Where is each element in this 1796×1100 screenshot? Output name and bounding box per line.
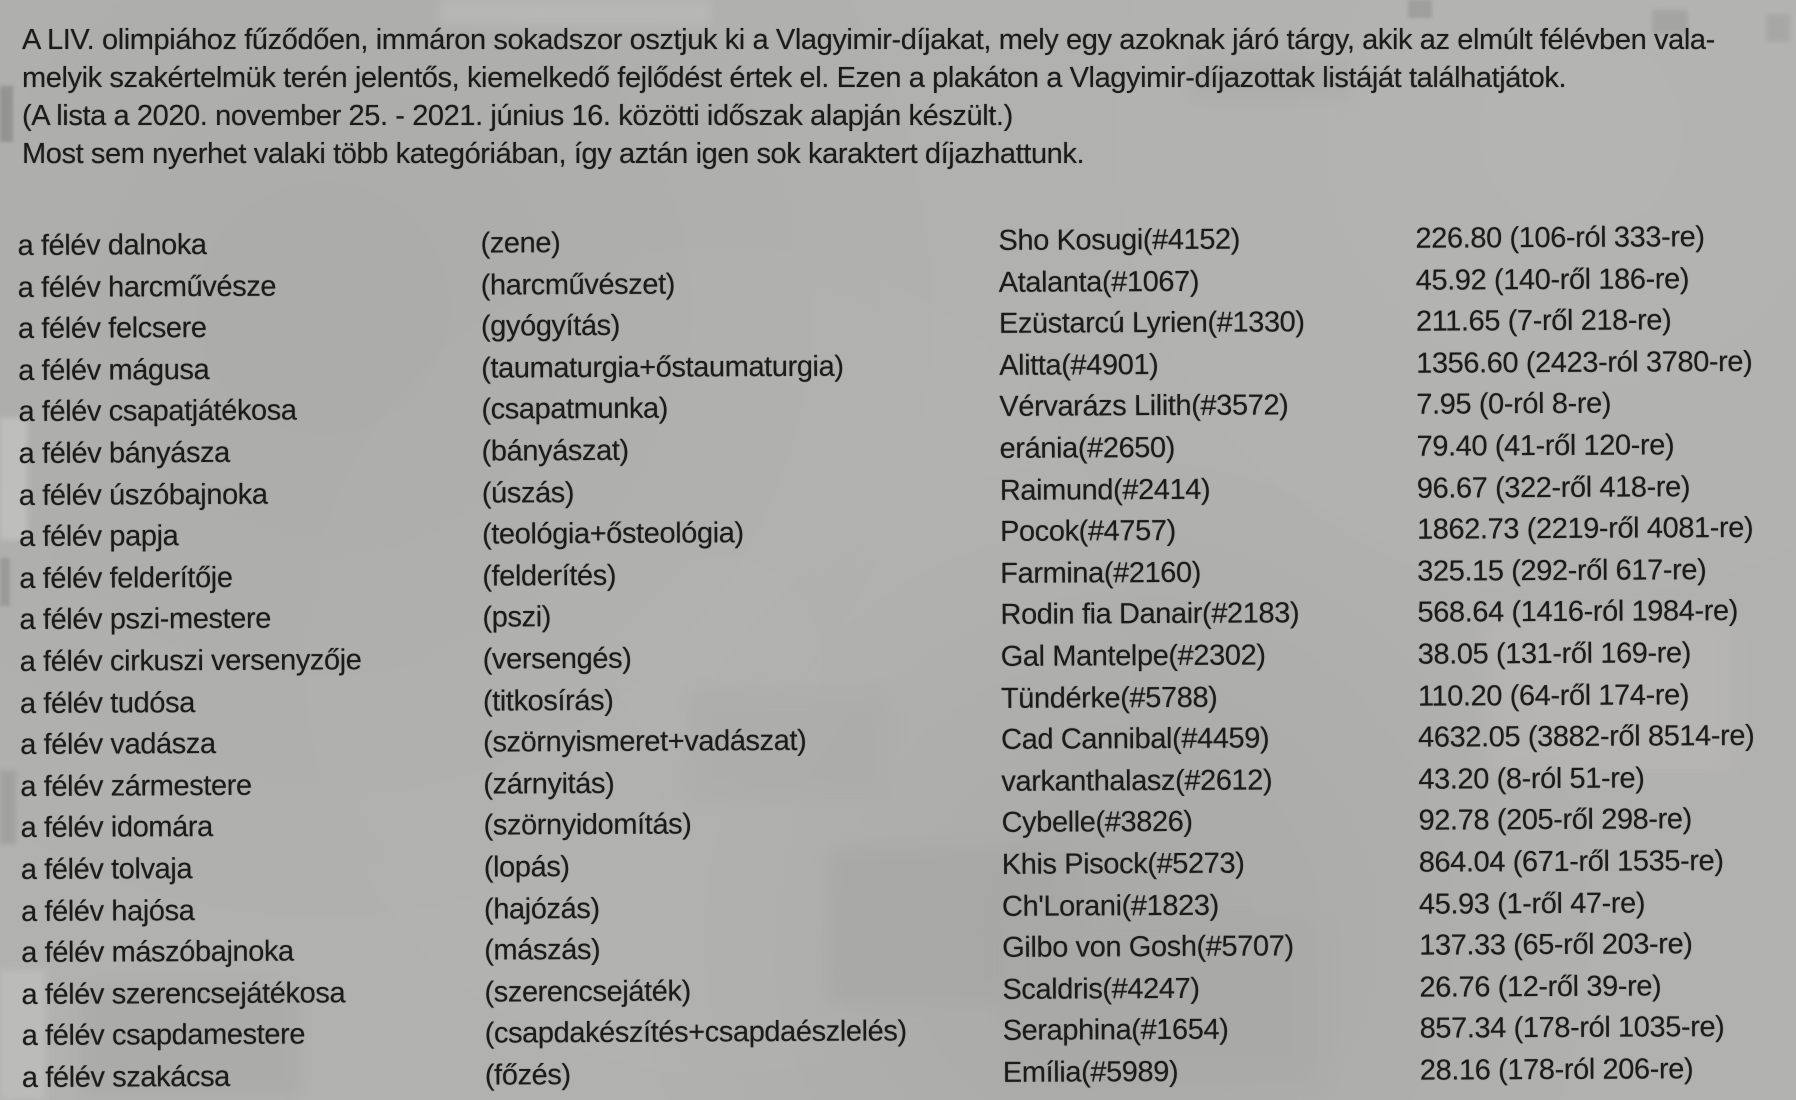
award-title: a félév vadásza: [20, 728, 216, 762]
award-score: 864.04 (671-ről 1535-re): [1418, 844, 1724, 879]
award-score: 45.92 (140-ről 186-re): [1415, 262, 1690, 297]
award-winner: Gilbo von Gosh(#5707): [1002, 930, 1294, 964]
award-title: a félév harcművésze: [17, 270, 277, 304]
scan-artifact: [0, 86, 13, 142]
awards-table: a félév dalnoka (zene) Sho Kosugi(#4152)…: [17, 217, 1784, 1100]
award-winner: Emília(#5989): [1002, 1055, 1179, 1089]
award-title: a félév papja: [18, 520, 179, 554]
award-winner: Raimund(#2414): [999, 473, 1211, 507]
award-score: 43.20 (8-ról 51-re): [1418, 762, 1645, 796]
award-category: (csapdakészítés+csapdaészlelés): [484, 1015, 907, 1050]
award-title: a félév idomára: [20, 811, 213, 845]
award-title: a félév úszóbajnoka: [18, 478, 268, 512]
scan-artifact: [0, 770, 16, 844]
award-winner: Alitta(#4901): [999, 348, 1159, 382]
award-category: (hajózás): [483, 892, 600, 926]
award-title: a félév bányásza: [18, 436, 230, 470]
award-title: a félév tudósa: [19, 686, 195, 720]
award-category: (gyógyítás): [480, 310, 621, 343]
award-title: a félév zármestere: [20, 769, 252, 803]
award-title: a félév hajósa: [20, 894, 195, 928]
award-score: 96.67 (322-ről 418-re): [1416, 470, 1691, 505]
award-winner: Cybelle(#3826): [1001, 806, 1193, 840]
award-category: (szörnyidomítás): [483, 808, 692, 842]
award-score: 45.93 (1-ről 47-re): [1418, 886, 1646, 921]
award-score: 211.65 (7-ről 218-re): [1415, 304, 1672, 338]
intro-line-1: A LIV. olimpiához fűződően, immáron soka…: [22, 24, 1715, 56]
award-category: (mászás): [484, 934, 601, 967]
intro-line-4: Most sem nyerhet valaki több kategóriába…: [22, 138, 1085, 170]
award-title: a félév pszi-mestere: [19, 603, 272, 637]
award-winner: Cad Cannibal(#4459): [1001, 722, 1270, 756]
award-score: 137.33 (65-ről 203-re): [1419, 928, 1693, 962]
award-winner: Sho Kosugi(#4152): [998, 223, 1241, 257]
scan-artifact: [1766, 14, 1790, 42]
award-score: 79.40 (41-ről 120-re): [1416, 429, 1675, 463]
award-title: a félév mágusa: [18, 353, 210, 387]
award-winner: Tündérke(#5788): [1000, 681, 1218, 715]
award-score: 857.34 (178-ról 1035-re): [1419, 1011, 1725, 1045]
scan-artifact: [0, 558, 10, 606]
award-title: a félév csapdamestere: [21, 1018, 306, 1053]
award-category: (teológia+ősteológia): [481, 517, 744, 551]
intro-line-3: (A lista a 2020. november 25. - 2021. jú…: [22, 100, 1013, 132]
award-score: 1356.60 (2423-ról 3780-re): [1416, 345, 1753, 380]
award-winner: Ch'Lorani(#1823): [1001, 889, 1219, 923]
award-winner: Atalanta(#1067): [998, 265, 1200, 299]
award-title: a félév felderítője: [19, 561, 233, 595]
award-score: 226.80 (106-ról 333-re): [1415, 221, 1705, 255]
award-score: 38.05 (131-ről 169-re): [1417, 637, 1692, 671]
award-category: (zárnyitás): [483, 767, 615, 801]
award-category: (pszi): [482, 601, 552, 634]
award-category: (bányászat): [481, 434, 629, 468]
award-winner: Rodin fia Danair(#2183): [1000, 597, 1300, 632]
award-title: a félév csapatjátékosa: [18, 394, 297, 429]
award-category: (lopás): [483, 851, 570, 884]
award-score: 110.20 (64-ről 174-re): [1417, 678, 1690, 713]
award-category: (főzés): [484, 1059, 571, 1092]
award-score: 7.95 (0-ról 8-re): [1416, 388, 1612, 422]
intro-paragraph: A LIV. olimpiához fűződően, immáron soka…: [22, 21, 1715, 173]
award-category: (szerencsejáték): [484, 975, 691, 1009]
award-score: 1862.73 (2219-ről 4081-re): [1416, 512, 1754, 546]
award-category: (szörnyismeret+vadászat): [483, 725, 807, 759]
award-winner: varkanthalasz(#2612): [1001, 764, 1273, 798]
award-title: a félév mászóbajnoka: [21, 935, 294, 970]
award-category: (taumaturgia+őstaumaturgia): [481, 350, 844, 385]
intro-line-2: melyik szakértelmük terén jelentős, kiem…: [22, 62, 1567, 94]
award-winner: Gal Mantelpe(#2302): [1000, 639, 1266, 673]
award-winner: Pocok(#4757): [999, 515, 1176, 549]
award-title: a félév dalnoka: [17, 229, 207, 263]
award-title: a félév szakácsa: [21, 1060, 230, 1094]
scan-artifact: [1408, 0, 1432, 18]
award-winner: Ezüstarcú Lyrien(#1330): [998, 306, 1305, 341]
award-score: 26.76 (12-ről 39-re): [1419, 970, 1662, 1004]
award-category: (zene): [480, 227, 561, 260]
award-winner: Scaldris(#4247): [1002, 972, 1200, 1006]
award-winner: eránia(#2650): [999, 431, 1176, 465]
award-title: a félév tolvaja: [20, 853, 193, 886]
award-winner: Khis Pisock(#5273): [1001, 847, 1245, 881]
award-winner: Vérvarázs Lilith(#3572): [999, 389, 1289, 424]
award-title: a félév cirkuszi versenyzője: [19, 644, 362, 678]
award-title: a félév felcsere: [17, 312, 207, 346]
award-category: (csapatmunka): [481, 392, 669, 426]
award-score: 92.78 (205-ről 298-re): [1418, 803, 1692, 837]
award-winner: Seraphina(#1654): [1002, 1013, 1229, 1048]
award-score: 4632.05 (3882-ről 8514-re): [1418, 720, 1755, 754]
award-category: (úszás): [481, 476, 575, 510]
award-category: (harcművészet): [480, 268, 676, 302]
award-winner: Farmina(#2160): [1000, 556, 1202, 590]
award-category: (versengés): [482, 642, 632, 676]
award-score: 325.15 (292-ről 617-re): [1417, 553, 1707, 588]
award-score: 568.64 (1416-ról 1984-re): [1417, 595, 1739, 630]
award-row: a félév szakácsa (főzés) Emília(#5989) 2…: [22, 1049, 1784, 1100]
award-title: a félév szerencsejátékosa: [21, 976, 346, 1011]
award-category: (felderítés): [482, 559, 617, 593]
award-score: 28.16 (178-ról 206-re): [1419, 1053, 1694, 1087]
award-category: (titkosírás): [482, 684, 614, 718]
